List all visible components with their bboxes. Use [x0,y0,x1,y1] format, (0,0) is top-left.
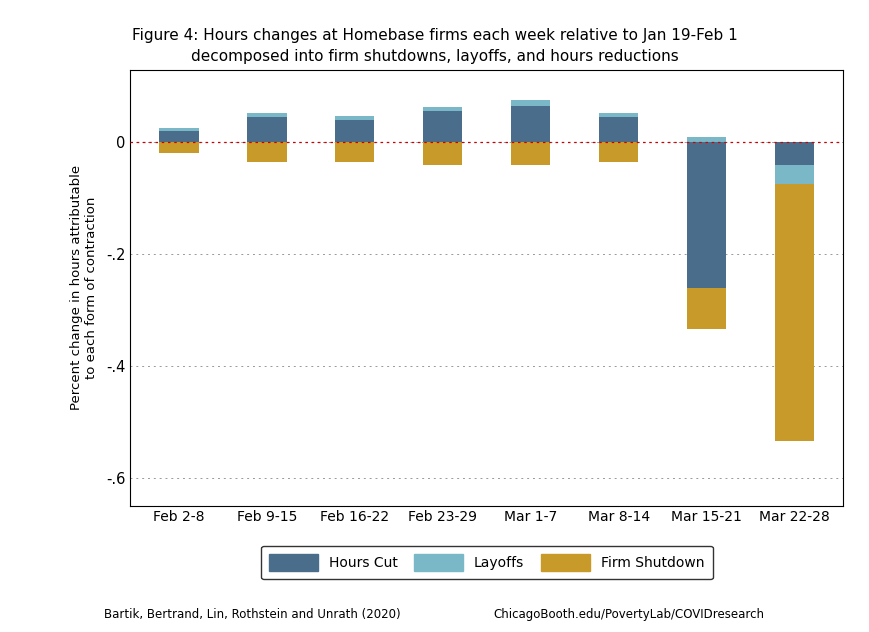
Bar [599,117,639,142]
Bar [423,111,462,142]
Bar [511,100,550,106]
Text: ChicagoBooth.edu/PovertyLab/COVIDresearch: ChicagoBooth.edu/PovertyLab/COVIDresearc… [494,607,765,621]
Text: decomposed into firm shutdowns, layoffs, and hours reductions: decomposed into firm shutdowns, layoffs,… [190,49,679,64]
Bar [159,128,198,131]
Text: Figure 4: Hours changes at Homebase firms each week relative to Jan 19-Feb 1: Figure 4: Hours changes at Homebase firm… [131,28,738,44]
Bar [511,142,550,164]
Bar [775,142,814,164]
Bar [511,106,550,142]
Bar [335,142,375,162]
Bar [599,112,639,117]
Y-axis label: Percent change in hours attributable
to each form of contraction: Percent change in hours attributable to … [70,165,97,410]
Bar [687,142,726,288]
Bar [247,112,287,117]
Bar [423,107,462,111]
Bar [599,142,639,162]
Bar [423,142,462,164]
Bar [247,117,287,142]
Text: Bartik, Bertrand, Lin, Rothstein and Unrath (2020): Bartik, Bertrand, Lin, Rothstein and Unr… [104,607,401,621]
Bar [335,120,375,142]
Bar [159,131,198,142]
Bar [159,142,198,154]
Bar [335,116,375,120]
Bar [775,184,814,441]
Bar [687,288,726,329]
Bar [687,137,726,142]
Legend: Hours Cut, Layoffs, Firm Shutdown: Hours Cut, Layoffs, Firm Shutdown [261,545,713,580]
Bar [775,164,814,184]
Bar [247,142,287,162]
